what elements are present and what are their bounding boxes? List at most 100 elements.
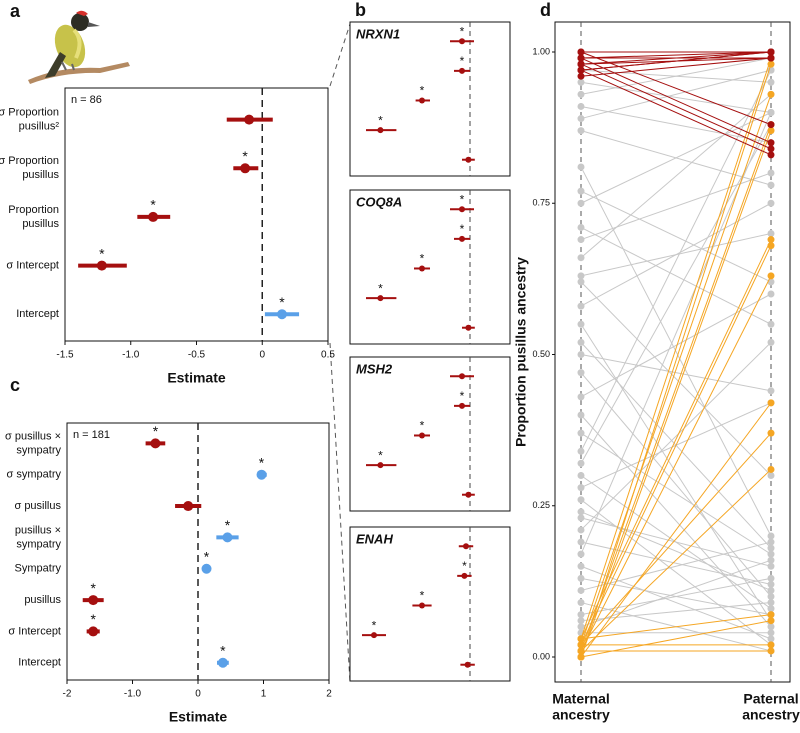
plot-frame xyxy=(554,21,791,683)
paternal-point xyxy=(767,593,775,600)
ancestry-link xyxy=(580,541,772,591)
x-category-label: Maternal xyxy=(552,691,610,707)
paternal-point xyxy=(767,181,775,189)
ancestry-link xyxy=(580,469,772,652)
paternal-point xyxy=(767,145,775,153)
x-tick-label: -0.5 xyxy=(188,350,206,361)
maternal-point xyxy=(577,254,585,262)
category-label: Intercept xyxy=(16,308,59,320)
estimate-point xyxy=(459,235,465,242)
paternal-point xyxy=(767,429,775,437)
paternal-point xyxy=(767,599,775,607)
ancestry-link xyxy=(580,51,772,59)
connector-lines xyxy=(329,23,351,683)
gene-name: ENAH xyxy=(356,531,393,546)
ancestry-link xyxy=(580,432,772,555)
estimate-point xyxy=(217,657,228,668)
paternal-point xyxy=(767,199,775,207)
maternal-point xyxy=(577,459,585,467)
ancestry-link xyxy=(580,281,772,476)
ancestry-link xyxy=(580,323,772,621)
plot-frame xyxy=(64,87,329,342)
ancestry-link xyxy=(580,51,772,126)
estimate-point xyxy=(459,38,465,45)
ancestry-link xyxy=(580,112,772,204)
category-label: σ sympatry xyxy=(7,469,62,481)
maternal-point xyxy=(577,623,585,631)
paternal-point xyxy=(767,472,775,479)
x-category-label: ancestry xyxy=(742,707,800,723)
maternal-point xyxy=(577,302,585,310)
maternal-point xyxy=(577,611,585,619)
x-tick-label: -1.0 xyxy=(122,350,140,361)
estimate-point xyxy=(88,595,99,606)
maternal-point xyxy=(577,351,585,358)
y-tick-label: 0.00 xyxy=(532,651,550,661)
category-label: σ pusillus × xyxy=(5,430,61,442)
x-category-label: Paternal xyxy=(743,691,798,707)
category-label: Proportion xyxy=(8,204,59,216)
ancestry-link xyxy=(580,602,772,622)
maternal-point xyxy=(577,102,585,110)
paternal-point xyxy=(767,623,775,631)
maternal-point xyxy=(577,496,585,504)
ancestry-link xyxy=(580,233,772,277)
ancestry-link xyxy=(580,414,772,628)
paternal-point xyxy=(767,54,775,62)
maternal-point xyxy=(577,411,585,419)
ancestry-link xyxy=(580,63,772,150)
ancestry-link xyxy=(580,51,772,65)
x-axis-title: Estimate xyxy=(169,709,228,725)
paternal-point xyxy=(767,399,775,407)
ancestry-link xyxy=(580,559,772,628)
estimate-point xyxy=(377,295,384,302)
paternal-point xyxy=(767,617,775,625)
maternal-point xyxy=(577,653,585,661)
significance-star: * xyxy=(460,54,465,68)
sample-size: n = 86 xyxy=(71,94,102,106)
maternal-point xyxy=(577,635,585,643)
y-tick-label: 0.25 xyxy=(532,500,550,510)
ancestry-link xyxy=(580,293,772,398)
maternal-point xyxy=(577,508,585,516)
maternal-point xyxy=(577,550,585,558)
significance-star: * xyxy=(420,419,425,433)
category-label: σ pusillus xyxy=(14,500,61,512)
paternal-point xyxy=(767,60,775,68)
panel-letter: b xyxy=(355,0,366,20)
maternal-point xyxy=(577,90,585,98)
paternal-point xyxy=(767,562,775,570)
estimate-point xyxy=(459,373,465,380)
ancestry-link xyxy=(580,245,772,646)
ancestry-link xyxy=(580,172,772,241)
estimate-point xyxy=(88,626,99,637)
panel-letter: c xyxy=(10,375,20,395)
significance-star: * xyxy=(204,548,210,564)
paternal-point xyxy=(767,48,775,56)
estimate-point xyxy=(201,563,212,574)
x-category-label: ancestry xyxy=(552,707,610,723)
ancestry-link xyxy=(580,614,772,640)
paternal-point xyxy=(767,605,775,613)
paternal-point xyxy=(767,127,775,135)
significance-star: * xyxy=(90,611,96,627)
ancestry-link xyxy=(580,275,772,652)
paternal-point xyxy=(767,629,775,637)
paternal-point xyxy=(767,544,775,552)
maternal-point xyxy=(577,66,585,74)
gene-name: MSH2 xyxy=(356,361,393,376)
gene-name: NRXN1 xyxy=(356,26,400,41)
maternal-point xyxy=(577,236,585,244)
significance-star: * xyxy=(90,580,96,596)
paternal-point xyxy=(767,78,775,86)
maternal-point xyxy=(577,54,585,62)
maternal-point xyxy=(577,127,585,135)
maternal-point xyxy=(577,599,585,607)
maternal-point xyxy=(577,472,585,479)
significance-star: * xyxy=(220,642,226,658)
significance-star: * xyxy=(420,589,425,603)
ancestry-link xyxy=(580,499,772,646)
sample-size: n = 181 xyxy=(73,429,110,441)
estimate-point xyxy=(419,97,425,104)
